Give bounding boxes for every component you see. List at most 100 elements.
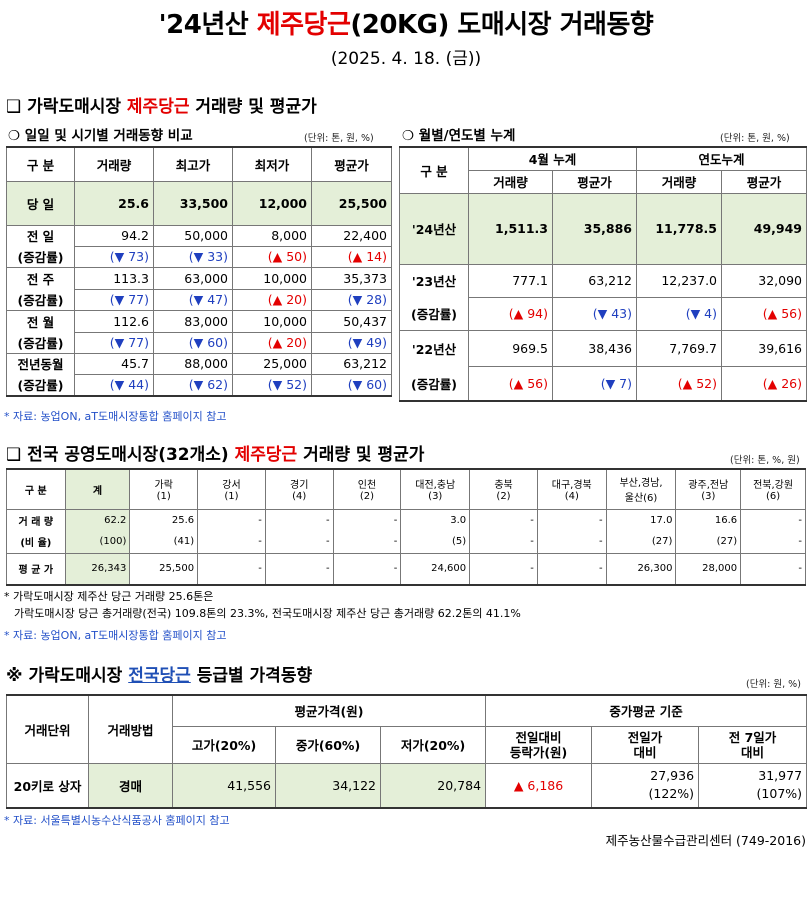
change-cell: (▲ 52) (636, 365, 722, 402)
header-avg-price-group: 평균가격(원) (171, 694, 487, 727)
header-region: 경기 (4) (264, 468, 334, 510)
row-label-today: 당 일 (6, 180, 75, 226)
region-count: (4) (292, 491, 307, 503)
table-cell: 25,000 (232, 352, 312, 375)
header-category: 구 분 (6, 468, 66, 510)
table-cell: 50,437 (311, 309, 392, 333)
header-mid-price-basis: 중가평균 기준 (485, 694, 808, 727)
table-cell: - (197, 552, 266, 586)
table-cell: - (264, 531, 334, 554)
table-cell: 39,616 (720, 329, 808, 367)
unit-label-daily: (단위: 톤, 원, %) (304, 133, 374, 144)
header-region: 가락 (1) (129, 468, 199, 510)
change-cell: (▼ 47) (153, 288, 233, 311)
region-count: (3) (701, 491, 716, 503)
table-cell: 45.7 (74, 352, 154, 375)
region-name: 인천 (357, 480, 377, 492)
region-name: 가락 (154, 480, 173, 492)
row-label-prev-week: 전 주 (6, 266, 75, 289)
change-cell: (▼ 52) (232, 373, 312, 397)
region-count: (2) (359, 491, 375, 503)
table-cell: 35,373 (311, 266, 392, 290)
trade-unit-cell: 20키로 상자 (6, 762, 89, 809)
header-line: 대비 (633, 744, 657, 760)
header-volume: 거래량 (636, 169, 722, 194)
daily-comparison-table: 구 분 거래량 최고가 최저가 평균가 당 일 25.6 33,500 12,0… (6, 146, 392, 397)
header-region: 전북,강원 (6) (740, 468, 806, 510)
table-cell: (41) (129, 531, 199, 554)
note-line-2: 가락도매시장 당근 총거래량(전국) 109.8톤의 23.3%, 전국도매시장… (14, 607, 521, 620)
change-cell: (▼ 77) (74, 331, 154, 354)
table-cell: - (197, 508, 266, 531)
change-cell: (▼ 62) (153, 373, 233, 397)
table-cell: (27) (605, 531, 677, 554)
section-grade-title: ※ 가락도매시장 전국당근 등급별 가격동향 (6, 666, 313, 686)
region-name: 경기 (290, 480, 309, 492)
table-cell: - (332, 508, 402, 531)
region-count: (2) (496, 491, 511, 503)
table-cell: 63,212 (552, 263, 637, 298)
change-cell: (▼ 49) (311, 331, 392, 354)
table-cell: 16.6 (675, 508, 742, 531)
page-title: '24년산 제주당근(20KG) 도매시장 거래동향 (158, 10, 654, 40)
header-region: 대구,경북 (4) (536, 468, 607, 510)
header-prev-day-ratio: 전일가 대비 (591, 725, 700, 764)
table-cell: - (264, 552, 334, 586)
grade-price-table: 거래단위 거래방법 평균가격(원) 중가평균 기준 고가(20%) 중가(60%… (6, 694, 808, 809)
daily-subtitle: ❍ 일일 및 시기별 거래동향 비교 (8, 128, 193, 144)
row-label-2024: '24년산 (399, 192, 469, 265)
header-low-grade: 저가(20%) (379, 725, 487, 764)
table-cell: 88,000 (153, 352, 233, 375)
header-avg-price: 평균가 (311, 146, 392, 182)
change-cell: (▼ 77) (74, 288, 154, 311)
region-name: 광주,전남 (688, 480, 729, 492)
table-cell: (27) (675, 531, 742, 554)
source-note-2: * 자료: 농업ON, aT도매시장통합 홈페이지 참고 (4, 629, 227, 642)
prev-week-ratio-cell: 31,977 (107%) (698, 762, 808, 809)
source-note-3: * 자료: 서울특별시농수산식품공사 홈페이지 참고 (4, 814, 230, 827)
source-note-1: * 자료: 농업ON, aT도매시장통합 홈페이지 참고 (4, 410, 227, 423)
note-line-1: * 가락도매시장 제주산 당근 거래량 25.6톤은 (4, 590, 214, 603)
header-line: 대비 (741, 744, 765, 760)
header-trade-unit: 거래단위 (6, 694, 89, 764)
region-name: 대구,경북 (551, 480, 592, 492)
header-high-grade: 고가(20%) (172, 725, 276, 764)
table-cell: 28,000 (675, 552, 742, 586)
header-category: 구 분 (6, 146, 75, 182)
table-cell: 1,511.3 (468, 192, 553, 265)
region-count: (6) (765, 491, 781, 503)
table-cell: (5) (400, 531, 471, 554)
header-region: 대전,충남 (3) (400, 468, 471, 510)
table-cell: - (536, 531, 607, 554)
monthly-subtitle: ❍ 월별/연도별 누계 (402, 128, 516, 144)
cumulative-table: 구 분 4월 누계 연도누계 거래량 평균가 거래량 평균가 '24년산 1,5… (399, 146, 808, 402)
header-avg-price: 평균가 (720, 169, 808, 194)
region-name: 충북 (494, 480, 513, 492)
change-cell: (▼ 28) (311, 288, 392, 311)
percent-value: (122%) (648, 786, 695, 802)
change-cell: (▼ 43) (552, 296, 637, 331)
header-region: 부산,경남, 울산(6) (605, 468, 677, 510)
change-rate-label: (증감률) (399, 366, 469, 402)
header-line: 전일대비 (515, 729, 562, 745)
table-cell: - (469, 508, 538, 531)
header-total: 계 (64, 468, 131, 510)
region-count: (3) (428, 491, 443, 503)
region-count: 울산(6) (624, 493, 658, 505)
change-cell: (▲ 50) (232, 245, 312, 268)
row-label-ratio: (비 율) (6, 531, 66, 554)
change-cell: (▲ 94) (468, 296, 553, 331)
change-rate-label: (증감률) (6, 246, 75, 268)
prev-day-diff-cell: ▲ 6,186 (485, 762, 593, 809)
change-cell: (▲ 20) (232, 288, 312, 311)
today-volume: 25.6 (74, 180, 154, 226)
header-min-price: 최저가 (232, 146, 312, 182)
change-cell: (▲ 56) (720, 296, 808, 331)
table-cell: - (740, 508, 806, 531)
table-cell: 63,212 (311, 352, 392, 375)
header-region: 충북 (2) (469, 468, 538, 510)
region-name: 부산,경남, (619, 478, 663, 490)
table-cell: - (332, 531, 402, 554)
region-name: 대전,충남 (415, 480, 456, 492)
row-label-prev-month: 전 월 (6, 309, 75, 332)
